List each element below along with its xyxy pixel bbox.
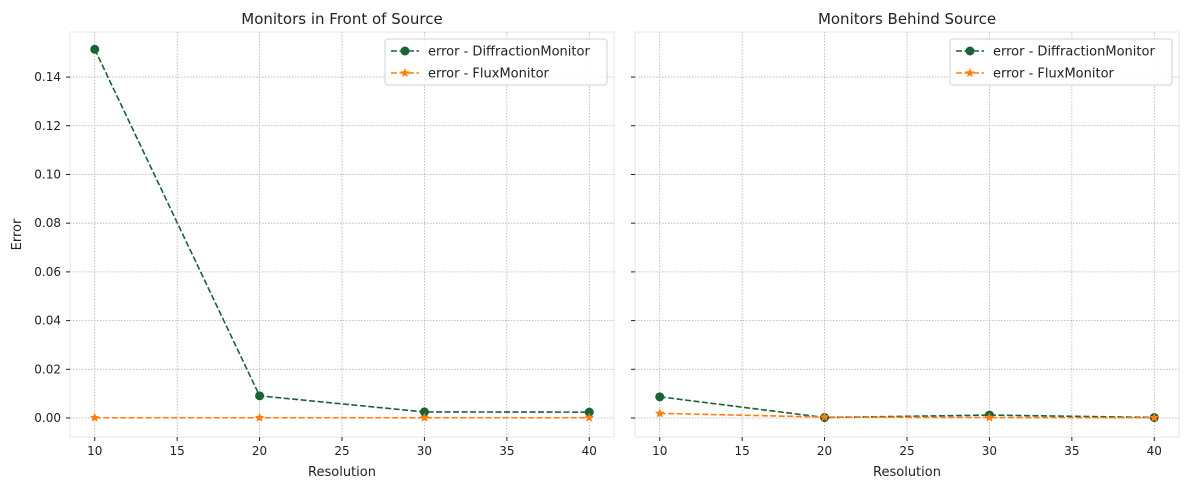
y-tick-label: 0.04	[34, 314, 61, 328]
legend: error - DiffractionMonitor error - FluxMo…	[949, 38, 1173, 86]
y-tick-label: 0.12	[34, 119, 61, 133]
data-point	[255, 391, 265, 401]
y-tick-label: 0.00	[34, 411, 61, 425]
x-tick-label: 25	[899, 444, 914, 458]
x-tick-label: 10	[87, 444, 102, 458]
series-line	[94, 48, 590, 413]
data-point	[655, 392, 665, 402]
subplot-1: 0.00 0.02 0.04 0.06 0.08 0.10 0.12 0.14 10 15 20 25…	[10, 10, 615, 480]
x-tick-label: 35	[1064, 444, 1079, 458]
data-point	[655, 408, 665, 418]
legend-marker	[400, 46, 410, 56]
x-axis-label: Resolution	[873, 465, 941, 480]
x-tick-label: 40	[582, 444, 597, 458]
data-point	[1149, 412, 1159, 422]
data-point	[90, 44, 100, 54]
x-axis-label: Resolution	[308, 465, 376, 480]
y-tick-label: 0.06	[34, 265, 61, 279]
data-point	[254, 412, 265, 422]
subplot-2: 10 15 20 25 30 35 40 Monitors Behind Source Reso…	[631, 10, 1180, 480]
data-point	[584, 407, 594, 417]
y-axis-label: Error	[10, 218, 25, 250]
subplot-title: Monitors Behind Source	[818, 10, 996, 28]
data-point	[584, 412, 594, 422]
legend-marker	[400, 68, 410, 77]
x-tick-label: 30	[982, 444, 997, 458]
data-point	[419, 412, 430, 422]
x-tick-label: 20	[817, 444, 832, 458]
legend-label: error - DiffractionMonitor	[993, 45, 1155, 60]
y-tick-label: 0.10	[34, 167, 61, 181]
legend: error - DiffractionMonitor error - FluxMo…	[384, 38, 608, 86]
legend-marker	[965, 68, 975, 77]
x-tick-label: 20	[252, 444, 267, 458]
x-tick-label: 35	[499, 444, 514, 458]
legend-label: error - FluxMonitor	[993, 67, 1115, 82]
data-point	[819, 412, 830, 422]
series-line	[659, 396, 1155, 419]
x-tick-label: 25	[334, 444, 349, 458]
x-tick-label: 40	[1147, 444, 1162, 458]
data-point	[984, 412, 995, 422]
x-tick-label: 15	[170, 444, 185, 458]
y-tick-label: 0.02	[34, 362, 61, 376]
legend-label: error - FluxMonitor	[428, 67, 550, 82]
legend-marker	[965, 46, 975, 56]
x-tick-label: 10	[652, 444, 667, 458]
subplot-title: Monitors in Front of Source	[241, 10, 443, 28]
data-point	[419, 407, 429, 417]
y-tick-label: 0.08	[34, 216, 61, 230]
legend-label: error - DiffractionMonitor	[428, 45, 590, 60]
x-tick-label: 15	[735, 444, 750, 458]
y-tick-label: 0.14	[34, 70, 61, 84]
series-line	[659, 412, 1155, 419]
data-point	[90, 412, 100, 422]
x-tick-label: 30	[417, 444, 432, 458]
